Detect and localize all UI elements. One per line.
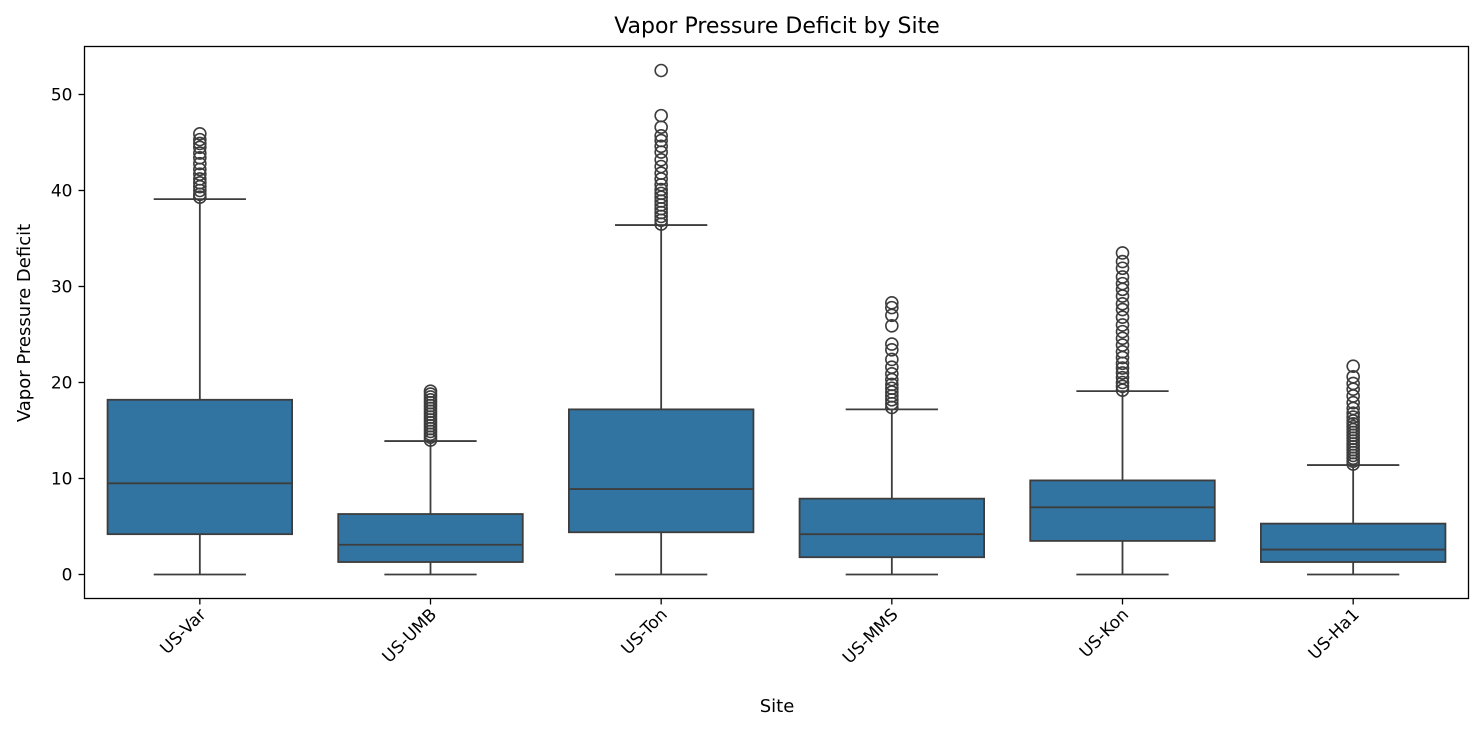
outlier-point (885, 377, 899, 392)
x-tick-label: US-MMS (839, 605, 902, 668)
outlier-point (193, 127, 207, 141)
box-series (106, 63, 1447, 576)
y-tick-label: 40 (51, 182, 73, 202)
outlier-point (1115, 366, 1130, 380)
outlier-point (654, 159, 668, 174)
outlier-point (1115, 261, 1130, 276)
box-group (798, 296, 985, 576)
outlier-point (193, 146, 207, 160)
outlier-point (1115, 344, 1130, 359)
outlier-point (423, 384, 438, 398)
outlier-point (193, 156, 207, 171)
box-group (568, 63, 755, 576)
outlier-point (1115, 379, 1130, 394)
outlier-point (1115, 302, 1130, 317)
x-tick-label: US-Kon (1076, 605, 1133, 662)
outlier-point (1115, 310, 1130, 325)
outlier-point (193, 172, 207, 186)
outlier-point (885, 360, 899, 374)
outlier-point (193, 132, 207, 147)
outlier-point (193, 167, 207, 181)
outlier-point (654, 182, 668, 197)
outlier-point (1346, 376, 1360, 391)
box-iqr (568, 408, 755, 534)
outlier-point (654, 166, 668, 181)
box-iqr (1029, 479, 1216, 542)
outlier-point (1115, 370, 1130, 385)
outlier-point (1346, 410, 1360, 424)
outlier-point (1115, 246, 1130, 260)
outlier-point (654, 186, 668, 201)
box-group (1260, 359, 1447, 576)
outlier-point (193, 136, 207, 151)
chart-title: Vapor Pressure Deficit by Site (614, 14, 940, 39)
outlier-point (654, 63, 668, 78)
outlier-point (1115, 375, 1130, 390)
outlier-point (885, 300, 899, 315)
outlier-point (1115, 338, 1130, 352)
outlier-point (1115, 254, 1130, 269)
outlier-point (1346, 406, 1360, 421)
y-tick-label: 30 (51, 278, 73, 298)
outlier-point (885, 381, 899, 396)
outlier-point (885, 343, 899, 357)
outlier-point (193, 176, 207, 190)
outlier-point (1115, 318, 1130, 332)
outlier-point (885, 296, 899, 310)
outlier-point (1115, 361, 1130, 375)
outlier-point (654, 139, 668, 154)
outlier-point (654, 128, 668, 143)
y-tick-label: 50 (51, 86, 73, 106)
x-tick-label: US-Ton (618, 605, 672, 659)
outlier-point (654, 152, 668, 167)
x-tick-label: US-UMB (379, 605, 441, 667)
outlier-point (1115, 276, 1130, 291)
outlier-point (1346, 395, 1360, 410)
box-iqr (106, 398, 294, 536)
box-iqr (337, 513, 524, 563)
outlier-point (1346, 369, 1360, 384)
outlier-point (1115, 270, 1130, 284)
x-tick-label: US-Var (157, 605, 211, 659)
box-iqr (798, 497, 985, 559)
box-iqr (1260, 522, 1447, 563)
y-tick-label: 10 (51, 470, 73, 490)
outlier-point (885, 319, 899, 333)
plot-area-frame (83, 45, 1470, 600)
outlier-point (885, 367, 899, 381)
outlier-point (654, 120, 668, 134)
x-axis-label: Site (760, 696, 795, 717)
box-group (337, 384, 524, 576)
y-axis-label: Vapor Pressure Deficit (14, 224, 35, 422)
y-tick-label: 20 (51, 374, 73, 394)
outlier-point (885, 352, 899, 367)
outlier-point (654, 133, 668, 148)
outlier-point (193, 140, 207, 155)
outlier-point (1346, 359, 1360, 373)
outlier-point (193, 151, 207, 165)
outlier-point (1115, 324, 1130, 339)
outlier-point (1115, 331, 1130, 346)
outlier-point (1115, 296, 1130, 311)
x-axis-ticks: US-Var US-UMB US-Ton US-MMS US-Kon US-Ha1 (157, 598, 1364, 668)
x-tick-label: US-Ha1 (1305, 605, 1364, 664)
box-group (106, 127, 294, 576)
y-tick-label: 0 (62, 566, 73, 586)
outlier-point (654, 108, 668, 123)
box-group (1029, 246, 1216, 576)
outlier-point (885, 337, 899, 351)
y-axis-ticks: 0 10 20 30 40 50 (51, 86, 85, 586)
